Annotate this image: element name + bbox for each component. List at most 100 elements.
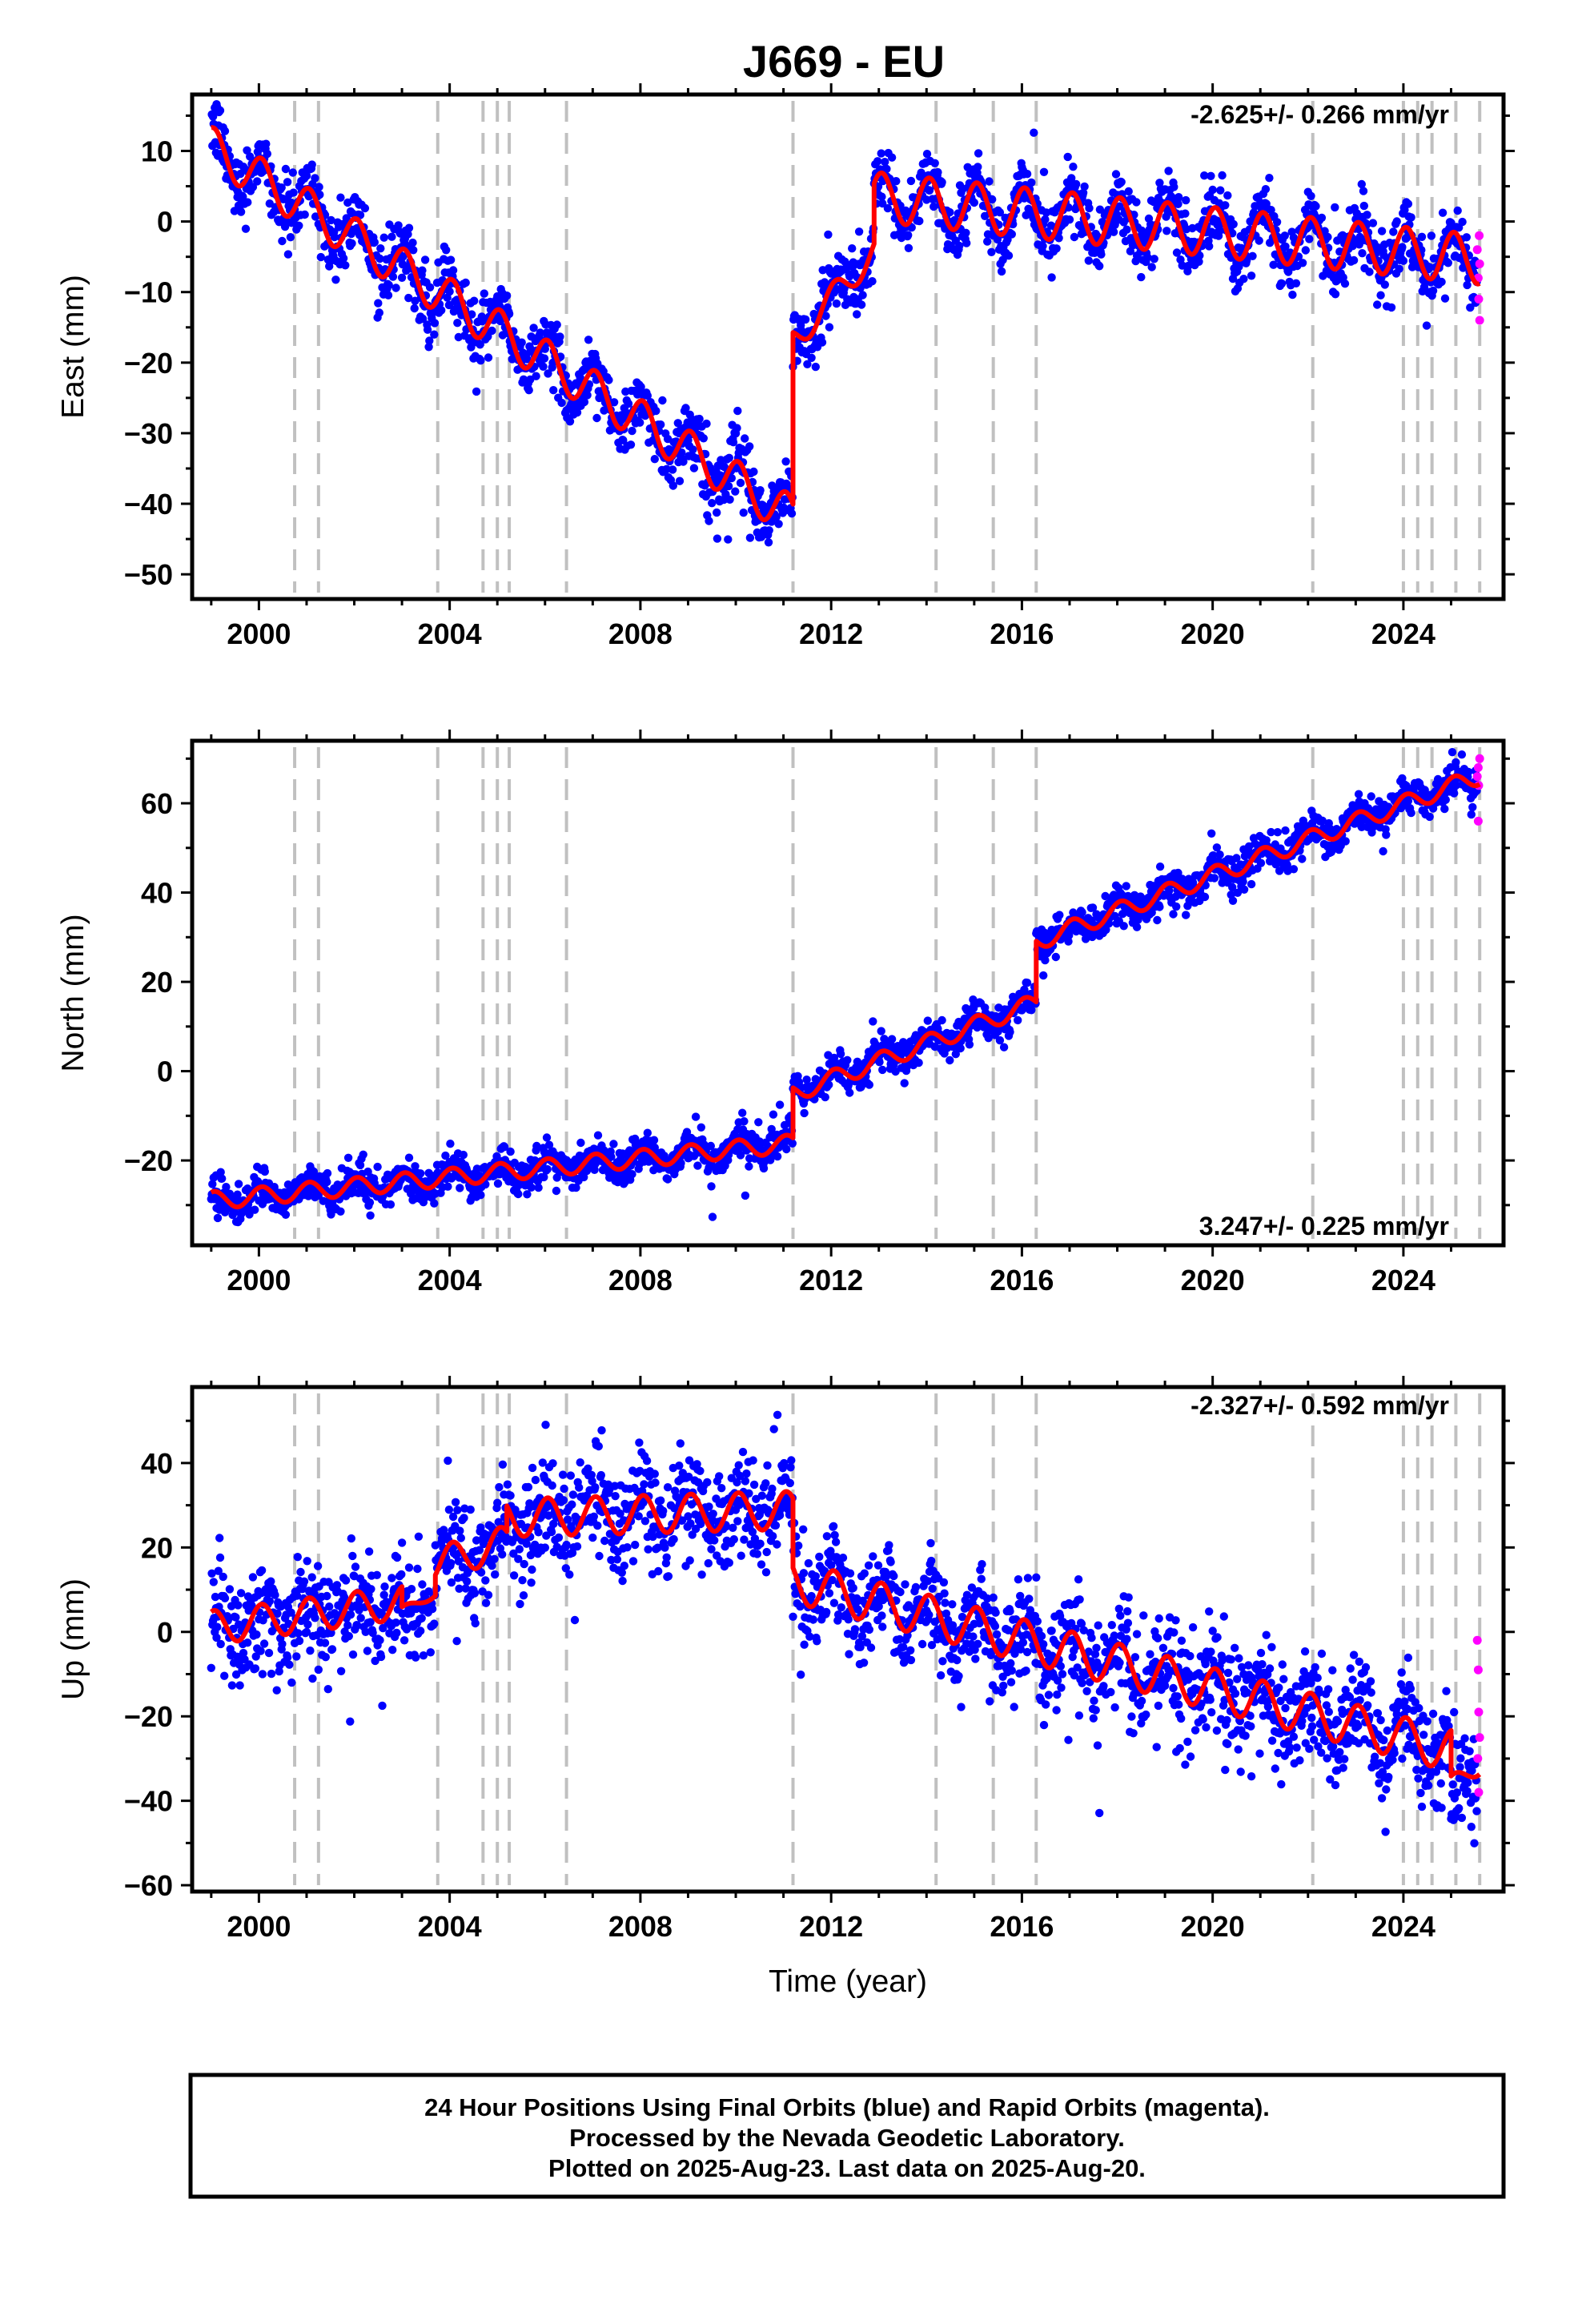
final-point [773,1152,782,1161]
final-point [736,1151,745,1160]
final-point [1095,205,1105,214]
final-point [1373,300,1382,309]
final-point [1441,795,1451,804]
final-point [445,287,454,296]
final-point [1463,280,1472,290]
final-point [314,1665,323,1675]
final-point [235,1681,244,1690]
final-point [887,153,897,162]
final-point [552,1186,561,1196]
final-point [323,1168,332,1178]
y-tick-label: 0 [157,206,173,239]
final-point [1255,236,1263,245]
final-point [858,291,867,300]
final-point [236,207,246,216]
final-point [343,1153,353,1163]
final-point [878,1065,887,1075]
final-point [347,239,356,248]
final-point [1182,911,1191,919]
final-point [213,1622,222,1631]
final-point [556,332,564,341]
final-point [481,1598,491,1607]
final-point [446,1558,456,1568]
final-point [1398,243,1407,251]
final-point [311,174,319,183]
final-point [1162,227,1171,235]
final-point [220,1594,230,1602]
final-point [1085,203,1094,213]
final-point [800,1108,809,1118]
final-point [320,1638,330,1647]
final-point [207,78,215,86]
final-point [360,203,370,213]
final-point [359,1150,367,1160]
final-point [1443,259,1453,267]
final-point [289,188,298,197]
y-tick-label: 0 [157,1055,173,1088]
final-point [869,1017,877,1026]
final-point [267,1669,276,1679]
final-point [327,215,335,225]
final-point [1400,205,1409,215]
final-point [286,233,295,242]
final-point [311,212,320,221]
final-point [1359,187,1368,195]
final-point [397,273,407,282]
final-point [904,231,913,239]
final-point [725,495,734,504]
y-tick-label: −40 [124,488,173,521]
final-point [1273,828,1283,837]
east-rapid-dots [1472,231,1484,325]
final-point [394,221,403,230]
final-point [1377,227,1387,235]
final-point [375,1635,384,1645]
final-point [331,275,340,284]
final-point [391,283,400,292]
final-point [1466,303,1475,312]
final-point [408,238,417,247]
final-point [1124,187,1133,196]
final-point [668,465,677,474]
final-point [1027,178,1036,187]
final-point [392,1628,401,1638]
final-point [1331,203,1339,212]
final-point [987,247,996,256]
final-point [407,1585,416,1594]
final-point [283,250,293,259]
final-point [452,1637,461,1646]
final-point [875,1058,884,1067]
final-point [542,1133,552,1142]
final-point [1382,830,1391,839]
x-tick-label: 2000 [227,617,291,650]
final-point [821,1092,829,1102]
up-panel: 2000 2004 2008 2012 2016 2020 202440200−20−40−… [56,1376,1515,1999]
final-point [428,1604,437,1614]
final-point [576,1138,585,1148]
y-tick-label: −20 [124,347,173,380]
final-point [231,1613,240,1622]
final-point [215,106,225,115]
final-point [878,199,887,208]
final-point [468,310,476,319]
final-point [749,467,758,476]
final-point [424,343,433,352]
final-point [207,1663,215,1672]
final-point [1014,1015,1022,1025]
final-point [373,1162,382,1172]
figure-title: J669 - EU [743,36,945,86]
final-point [351,1562,360,1571]
final-point [294,1629,303,1638]
final-point [988,195,997,204]
final-point [1147,263,1156,271]
final-point [283,1653,292,1662]
final-point [387,232,396,241]
final-point [288,168,297,177]
final-point [649,1136,659,1144]
final-point [695,414,704,424]
final-point [1097,250,1106,259]
final-point [584,336,593,344]
final-point [388,272,398,281]
final-point [1395,264,1403,273]
final-point [543,1164,552,1174]
rapid-point [1473,763,1483,772]
